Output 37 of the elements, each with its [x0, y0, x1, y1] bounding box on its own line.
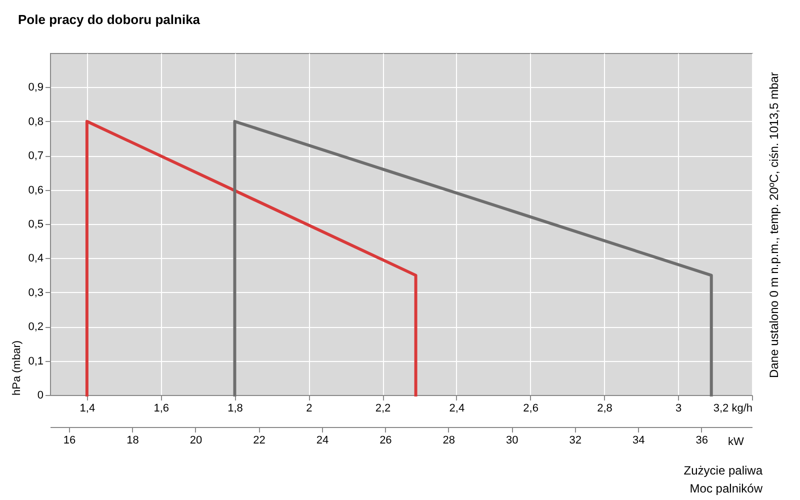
y-tick-label: 0,9	[28, 82, 44, 94]
x-tick-label: 2,6	[523, 402, 538, 414]
x-tick-label: 2	[306, 402, 312, 414]
y-tick-label: 0,1	[28, 355, 44, 368]
x-tick-label: 1,6	[154, 402, 169, 414]
x2-tick-label: 24	[316, 434, 329, 446]
x-tick-label: 2,4	[449, 402, 465, 414]
chart-title: Pole pracy do doboru palnika	[18, 12, 201, 27]
x2-axis-title: Moc palników	[690, 482, 763, 496]
x2-tick-label: 20	[190, 434, 202, 446]
x2-tick-label: 16	[63, 434, 76, 446]
y-tick-label: 0,4	[28, 252, 44, 265]
y-tick-label: 0,5	[28, 218, 44, 230]
y-tick-label: 0,7	[28, 150, 44, 162]
x2-tick-label: 30	[506, 434, 518, 446]
x-tick-label: 1,8	[228, 402, 243, 414]
y-tick-label: 0,2	[28, 321, 44, 334]
x-axis-title: Zużycie paliwa	[684, 464, 763, 478]
y-tick-label: 0	[37, 390, 44, 402]
text: Dane ustalono 0 m n.p.m., temp. 20ºC, ciśn. 1013,5 mbar	[767, 72, 781, 378]
x-tick-label: 1,4	[80, 402, 96, 414]
x-tick-label: 2,2	[375, 402, 391, 414]
y-tick-label: 0,8	[28, 116, 44, 128]
x2-tick-label: 18	[126, 434, 139, 446]
x-tick-label: 3,2 kg/h	[713, 402, 752, 414]
x2-tick-label: 22	[253, 434, 266, 446]
y-tick-label: 0,6	[28, 184, 44, 196]
x-tick-label: 3	[676, 402, 682, 414]
x2-tick-label: 26	[380, 434, 392, 446]
x-tick-label: 2,8	[597, 402, 612, 414]
x2-tick-label: 34	[632, 434, 645, 446]
y-tick-label: 0,3	[28, 286, 44, 299]
x2-tick-label: 32	[569, 434, 582, 446]
text: kW	[728, 436, 744, 448]
y-axis-title: hPa (mbar)	[11, 340, 24, 396]
x2-tick-label: 28	[442, 434, 456, 446]
x2-tick-label: 36	[696, 434, 708, 446]
